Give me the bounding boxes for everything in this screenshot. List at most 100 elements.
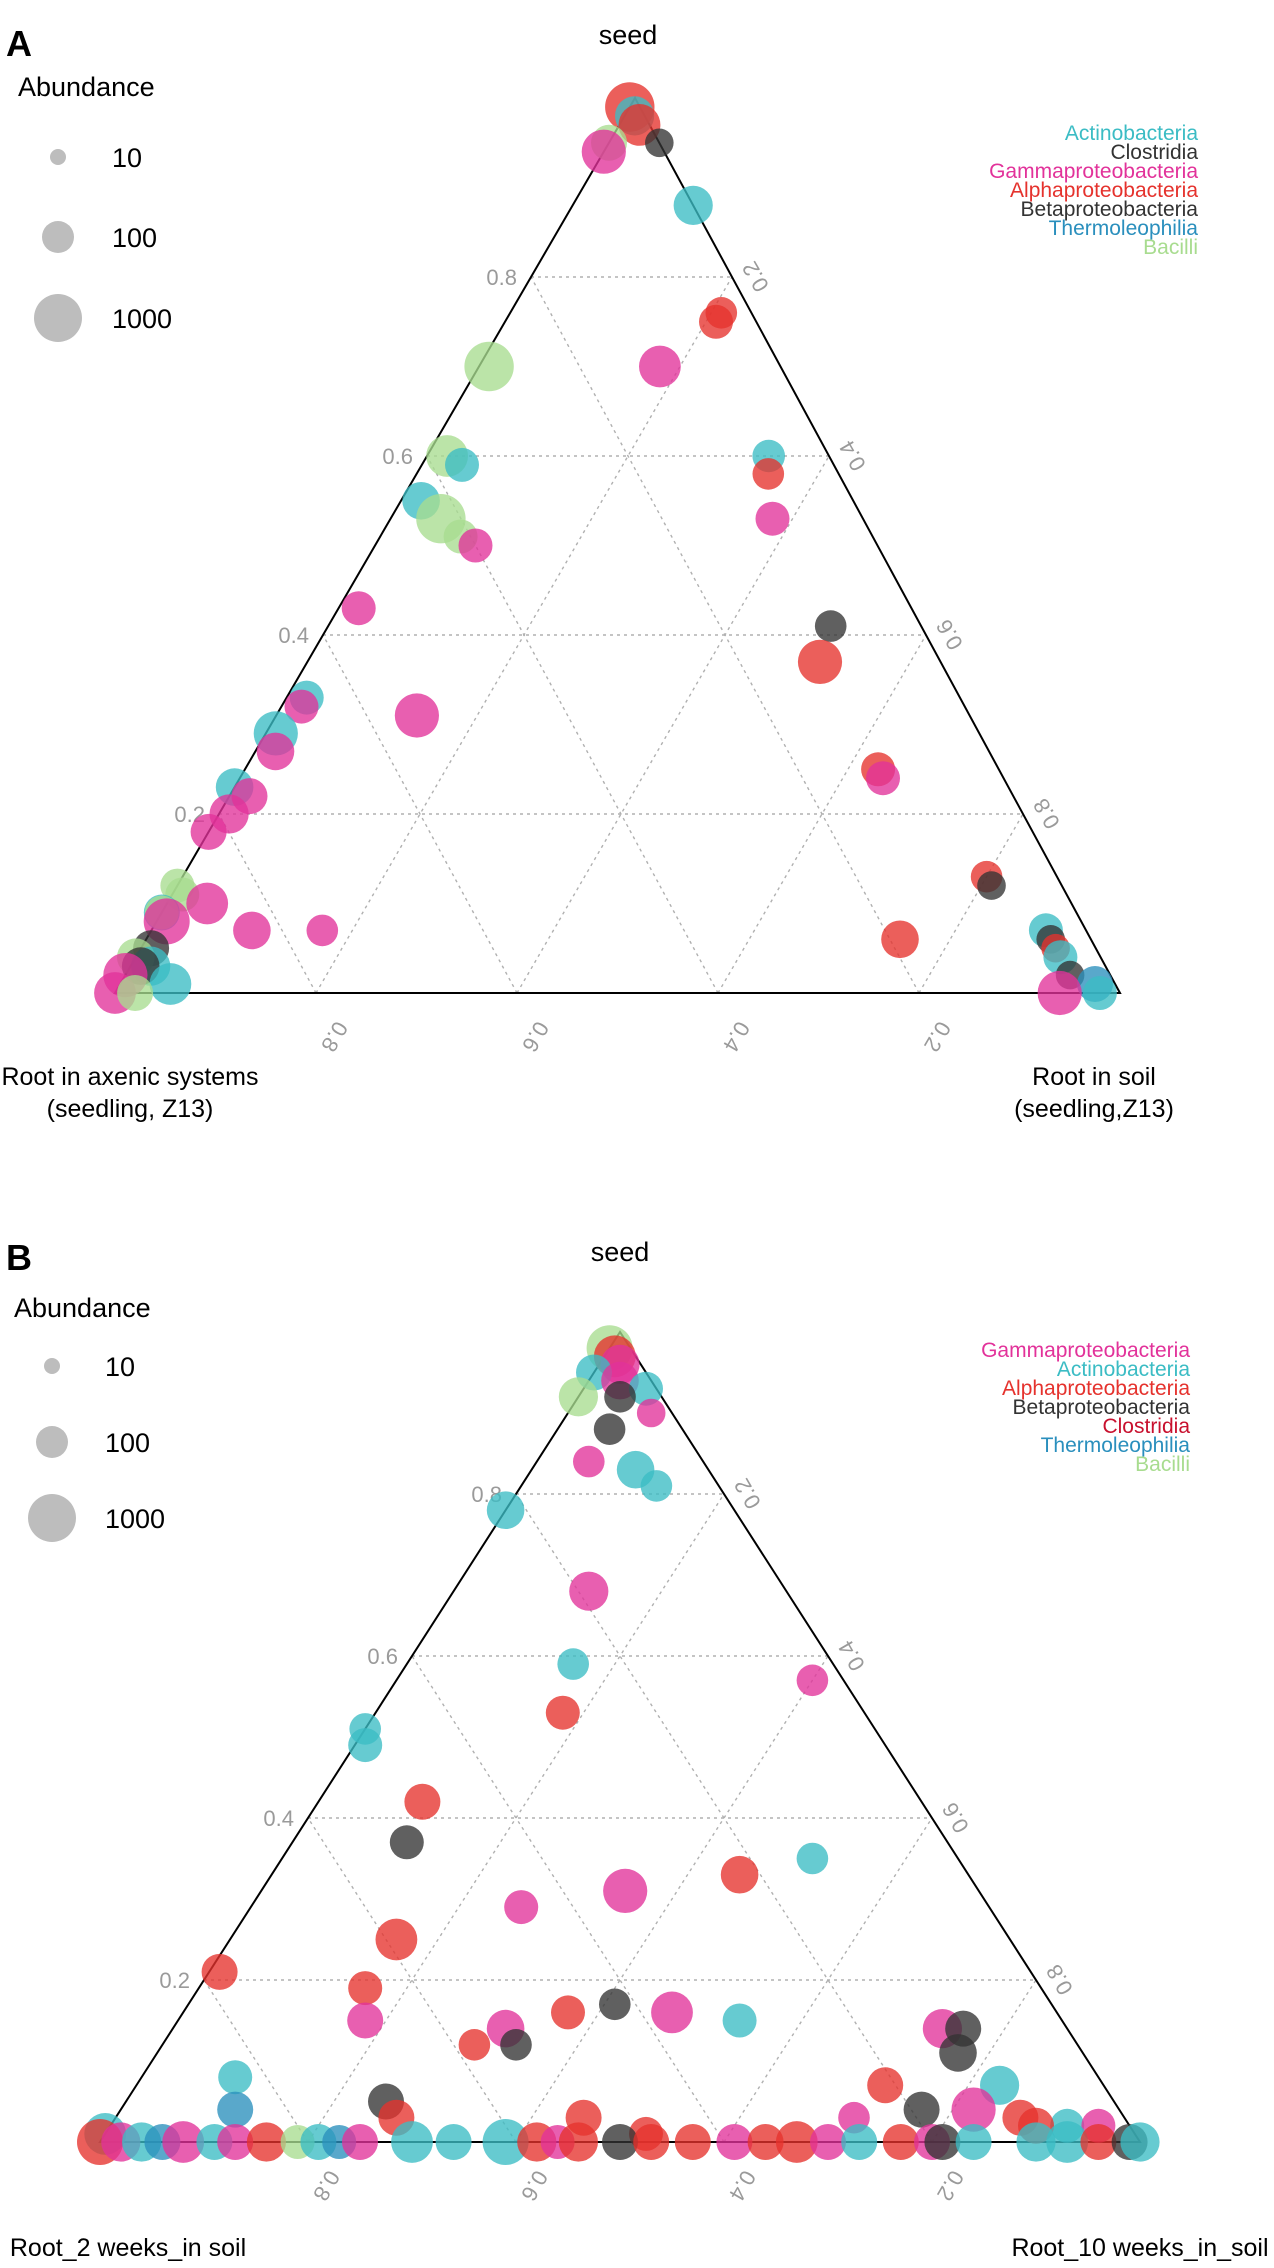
data-point: [674, 2124, 711, 2160]
class-legend-label: Betaproteobacteria: [1013, 1396, 1191, 1419]
triangle-outline: [113, 95, 1122, 994]
left-tick-label: 0.4: [263, 1806, 294, 1831]
data-point: [149, 963, 192, 1005]
size-legend-label: 1000: [105, 1504, 165, 1534]
data-point: [593, 1413, 626, 1445]
data-point: [903, 2091, 940, 2128]
panel-letter: B: [6, 1237, 32, 1278]
data-point: [404, 1783, 441, 1820]
vertex-label-left: Root_2 weeks_in soil: [10, 2234, 246, 2262]
data-point: [558, 1377, 599, 1417]
panel-b: B0.20.40.60.8 0.20.40.60.80.8 0.6 0.4 0.2see…: [6, 1237, 1269, 2268]
data-point: [796, 1842, 829, 1875]
data-point: [341, 591, 376, 626]
size-legend-label: 1000: [112, 304, 172, 334]
vertex-label-right: Root in soil: [1032, 1063, 1156, 1091]
data-point: [342, 2124, 378, 2160]
size-legend-marker: [50, 149, 66, 165]
data-point: [636, 1398, 666, 1428]
data-point: [284, 689, 319, 724]
data-point: [117, 975, 154, 1011]
data-point: [814, 610, 847, 642]
size-legend-label: 10: [112, 143, 142, 173]
data-point: [810, 2124, 846, 2160]
data-point: [651, 1991, 693, 2034]
data-point: [233, 911, 271, 950]
grid-line-right: [717, 634, 927, 994]
class-legend-label: Betaproteobacteria: [1021, 198, 1199, 221]
class-legend-label: Alphaproteobacteria: [1002, 1377, 1190, 1400]
data-point: [389, 1825, 424, 1860]
data-points: [94, 82, 1117, 1016]
data-point: [256, 732, 295, 771]
class-legend-label: Thermoleophilia: [1041, 1434, 1191, 1457]
data-point: [747, 2124, 784, 2160]
size-legend-label: 100: [105, 1428, 150, 1458]
data-point: [639, 345, 681, 388]
size-legend-marker: [36, 1426, 68, 1458]
data-point: [867, 2067, 904, 2104]
data-point: [796, 1664, 829, 1697]
vertex-label-seed: seed: [599, 20, 658, 50]
data-point: [1037, 970, 1082, 1016]
data-point: [841, 2124, 878, 2160]
class-legend-label: Bacilli: [1135, 1453, 1190, 1476]
data-point: [977, 871, 1006, 900]
data-point: [752, 458, 785, 490]
data-point: [720, 1855, 759, 1894]
size-legend-label: 10: [105, 1352, 135, 1382]
data-point: [201, 1953, 238, 1990]
data-point: [557, 1648, 589, 1680]
data-point: [755, 501, 790, 536]
class-legend-label: Clostridia: [1110, 141, 1198, 164]
size-legend-marker: [34, 294, 82, 342]
data-point: [882, 2124, 919, 2160]
data-point: [1082, 976, 1117, 1010]
data-point: [581, 129, 626, 174]
data-point: [482, 2119, 529, 2165]
data-point: [551, 1995, 585, 2030]
grid-line-right: [515, 1655, 829, 2143]
data-point: [375, 1918, 418, 1961]
grid-line-left: [411, 1655, 725, 2143]
grid-line-left: [307, 1817, 517, 2143]
data-point: [573, 1445, 605, 1478]
data-point: [604, 1381, 636, 1413]
data-point: [603, 1868, 648, 1913]
data-point: [486, 1491, 525, 1529]
data-point: [1046, 2121, 1089, 2163]
vertex-label-seed: seed: [591, 1237, 650, 1267]
data-point: [699, 304, 733, 339]
class-legend-label: Gammaproteobacteria: [989, 160, 1198, 183]
data-point: [504, 1890, 539, 1925]
data-point: [602, 2124, 638, 2160]
size-legend-title: Abundance: [14, 1293, 151, 1323]
data-point: [645, 128, 674, 158]
data-point: [458, 2029, 491, 2061]
data-points: [77, 1325, 1160, 2165]
data-point: [190, 813, 227, 850]
data-point: [435, 2124, 472, 2160]
data-point: [633, 2124, 670, 2160]
data-point: [162, 2121, 205, 2163]
vertex-label-right: Root_10 weeks_in_soil: [1011, 2234, 1268, 2262]
left-tick-label: 0.4: [278, 623, 309, 648]
data-point: [673, 185, 713, 225]
size-legend-title: Abundance: [18, 72, 155, 102]
class-legend-label: Actinobacteria: [1065, 122, 1198, 145]
grid: [218, 276, 1024, 994]
data-point: [722, 2003, 757, 2038]
class-legend-label: Clostridia: [1102, 1415, 1190, 1438]
data-point: [558, 2122, 599, 2162]
vertex-label-left: Root in axenic systems: [1, 1063, 258, 1091]
data-point: [445, 447, 479, 482]
data-point: [306, 914, 339, 947]
data-point: [1120, 2122, 1160, 2162]
data-point: [217, 2124, 254, 2160]
class-legend-label: Bacilli: [1143, 236, 1198, 259]
data-point: [347, 2002, 384, 2039]
data-point: [716, 2124, 753, 2160]
grid-line-right: [516, 455, 830, 994]
size-legend-marker: [44, 1358, 60, 1374]
